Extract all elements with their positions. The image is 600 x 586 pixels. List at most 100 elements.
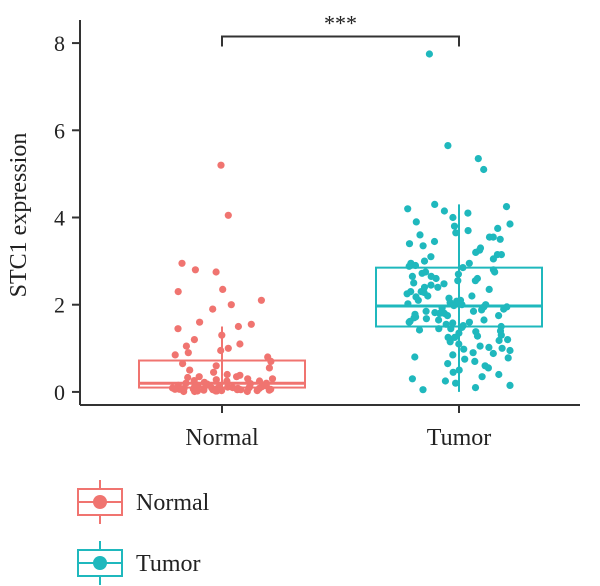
tumor-point: [452, 229, 460, 237]
tumor-point: [471, 357, 479, 365]
legend-label-normal: Normal: [136, 490, 210, 516]
normal-point: [233, 386, 241, 394]
tumor-point: [489, 255, 497, 263]
tumor-point: [427, 272, 435, 280]
legend-normal-dot: [93, 495, 107, 509]
tumor-point: [489, 233, 497, 241]
normal-point: [184, 349, 192, 357]
tumor-point: [471, 384, 480, 392]
tumor-point: [422, 307, 430, 315]
tumor-point: [455, 340, 463, 348]
tumor-point: [506, 220, 514, 228]
tumor-point: [415, 326, 424, 334]
tumor-point: [469, 349, 477, 357]
tumor-point: [485, 343, 493, 351]
normal-point: [178, 259, 186, 267]
tumor-point: [459, 264, 467, 272]
tumor-point: [449, 213, 457, 222]
normal-point: [212, 387, 220, 395]
normal-point: [186, 366, 194, 374]
normal-point: [174, 288, 182, 296]
plot-area: [138, 50, 543, 396]
tumor-point: [430, 237, 439, 246]
tumor-point: [419, 242, 427, 250]
normal-point: [267, 385, 275, 393]
tumor-point: [442, 320, 450, 328]
tumor-point: [424, 292, 432, 300]
significance-label: ***: [324, 11, 357, 36]
normal-point: [210, 368, 218, 376]
tumor-point: [484, 364, 492, 372]
tumor-point: [405, 262, 413, 270]
tumor-point: [452, 379, 460, 387]
normal-point: [174, 325, 182, 333]
tumor-point: [478, 373, 486, 381]
normal-point: [182, 342, 190, 350]
normal-point: [180, 387, 188, 396]
normal-point: [190, 377, 198, 385]
normal-point: [194, 381, 202, 389]
normal-point: [191, 266, 199, 274]
normal-point: [223, 370, 231, 379]
tumor-point: [498, 344, 506, 352]
normal-point: [265, 364, 273, 372]
tumor-point: [411, 261, 420, 270]
normal-point: [203, 380, 211, 388]
tumor-point: [506, 381, 514, 389]
legend: Normal Tumor: [77, 480, 210, 585]
tumor-point: [444, 360, 452, 368]
tumor-point: [447, 325, 455, 333]
tumor-point: [416, 231, 424, 239]
tumor-point: [471, 277, 479, 285]
tumor-point: [489, 349, 497, 358]
tumor-point: [461, 355, 469, 363]
tumor-point: [468, 292, 476, 300]
tumor-point: [441, 377, 449, 385]
normal-point: [217, 161, 225, 169]
normal-point: [224, 211, 232, 219]
tumor-point: [412, 218, 420, 226]
normal-point: [209, 305, 217, 313]
tumor-point: [449, 368, 457, 376]
tumor-point: [456, 296, 465, 304]
tumor-point: [435, 316, 443, 324]
tumor-point: [495, 370, 503, 379]
normal-point: [227, 301, 235, 309]
x-tick-label: Normal: [185, 425, 259, 451]
y-axis-title: STC1 expression: [6, 133, 32, 298]
y-tick-label: 2: [54, 293, 65, 318]
tumor-point: [427, 253, 435, 261]
normal-point: [268, 375, 277, 383]
normal-point: [212, 362, 220, 370]
tumor-point: [478, 306, 486, 314]
normal-point: [255, 384, 263, 392]
tumor-point: [422, 268, 430, 276]
tumor-point: [450, 302, 458, 310]
normal-point: [223, 377, 231, 385]
tumor-point: [476, 342, 484, 350]
tumor-point: [469, 307, 478, 315]
normal-point: [224, 383, 232, 391]
normal-point: [171, 351, 179, 359]
tumor-point: [435, 325, 443, 333]
tumor-point: [504, 336, 512, 344]
y-tick-label: 4: [54, 206, 65, 231]
tumor-point: [451, 333, 459, 341]
tumor-point: [449, 319, 457, 327]
tumor-point: [454, 270, 462, 278]
tumor-point: [420, 283, 429, 291]
tumor-point: [408, 375, 416, 383]
y-tick-label: 8: [54, 31, 65, 56]
normal-point: [236, 340, 244, 348]
tumor-point: [503, 303, 511, 311]
tumor-point: [494, 224, 502, 232]
tumor-point: [427, 281, 435, 289]
normal-point: [195, 373, 203, 381]
y-tick-label: 6: [54, 118, 65, 143]
tumor-point: [414, 296, 422, 304]
normal-point: [257, 296, 265, 304]
tumor-point: [504, 354, 512, 362]
normal-point: [233, 373, 241, 381]
tumor-point: [405, 318, 413, 326]
tumor-point: [408, 272, 416, 280]
